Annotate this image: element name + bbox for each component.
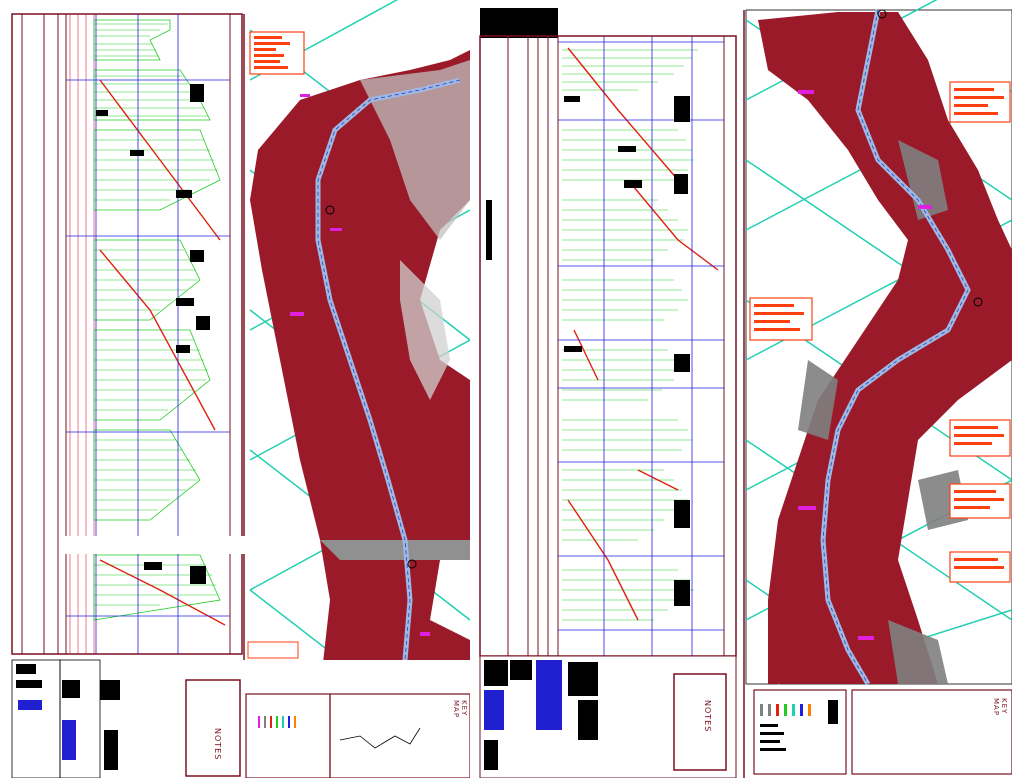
left-sheet-frame: [11, 13, 245, 690]
left-drawing-sheet: NOTES KEY MAP: [0, 0, 470, 778]
control-point-icon: [973, 297, 983, 307]
left-notes-label: NOTES: [213, 728, 222, 761]
left-plan-view: [246, 0, 470, 761]
right-grade-lines: [567, 47, 719, 621]
right-title-block: [479, 655, 1012, 778]
right-header-block: [480, 8, 558, 38]
left-profile-annotations: [96, 84, 210, 584]
right-plan-view: [745, 0, 1012, 686]
right-key-map-label: KEY MAP: [992, 698, 1008, 717]
key-map-sketch: [339, 727, 421, 749]
left-profile-green-hatch: [94, 23, 218, 606]
right-station-lines: [558, 36, 724, 656]
legend-swatches-icon: [258, 716, 296, 728]
control-point-icon: [877, 9, 887, 19]
right-profile-annotations: [486, 96, 690, 606]
right-sheet-frame: [479, 10, 745, 778]
right-notes-label: NOTES: [703, 700, 712, 733]
control-point-icon: [407, 559, 417, 569]
sheet-gap: [470, 0, 478, 778]
left-title-block: [11, 659, 470, 778]
left-profile-hatch: [69, 14, 95, 654]
control-point-icon: [325, 205, 335, 215]
left-sheet-canvas: [11, 0, 470, 778]
left-grade-lines: [99, 79, 226, 626]
right-drawing-sheet: NOTES KEY MAP: [478, 0, 1012, 778]
left-key-map-label: KEY MAP: [452, 700, 468, 719]
right-sheet-canvas: [479, 0, 1012, 778]
right-profile-green: [562, 49, 698, 621]
legend-swatches-icon: [760, 704, 811, 716]
